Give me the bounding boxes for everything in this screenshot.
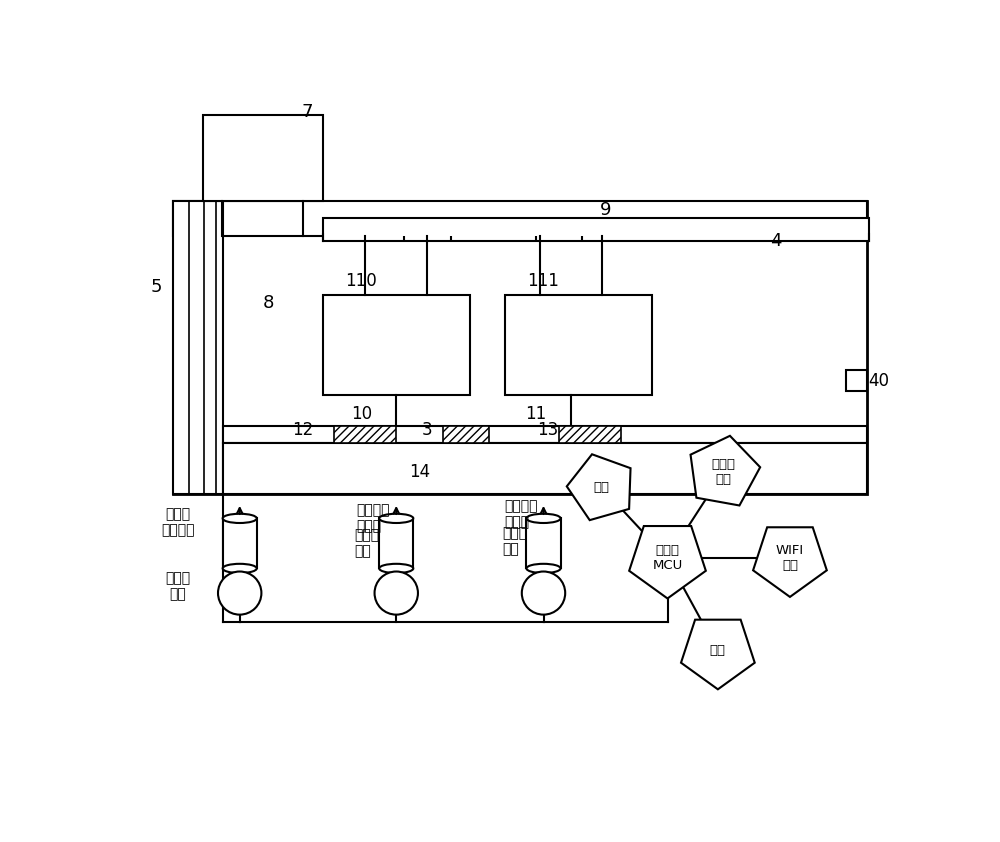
Bar: [559, 426, 621, 443]
Polygon shape: [681, 620, 755, 690]
Text: 第三红外
传感器: 第三红外 传感器: [505, 499, 538, 530]
Text: 5: 5: [150, 279, 162, 296]
Bar: [223, 519, 257, 568]
Text: 111: 111: [528, 272, 559, 290]
Text: 13: 13: [537, 421, 558, 439]
Text: 9: 9: [600, 201, 611, 220]
Text: 10: 10: [351, 406, 372, 424]
Polygon shape: [629, 526, 706, 599]
Text: 40: 40: [868, 371, 889, 390]
Text: 第二红外
传感器: 第二红外 传感器: [356, 504, 389, 534]
Circle shape: [375, 572, 418, 615]
Ellipse shape: [379, 564, 413, 573]
Ellipse shape: [223, 564, 257, 573]
Bar: [173, 201, 223, 493]
Circle shape: [218, 572, 261, 615]
Ellipse shape: [379, 514, 413, 523]
Bar: [202, 115, 323, 201]
Text: 第一红
外传感器: 第一红 外传感器: [161, 507, 194, 537]
Text: 11: 11: [525, 406, 546, 424]
Text: 7: 7: [301, 103, 313, 120]
Polygon shape: [753, 527, 827, 597]
Bar: [323, 295, 470, 395]
Bar: [223, 443, 867, 493]
Text: 8: 8: [263, 294, 274, 312]
Polygon shape: [691, 436, 760, 505]
Text: 模量转
换器: 模量转 换器: [502, 526, 528, 557]
Text: WIFI
通讯: WIFI 通讯: [776, 545, 804, 573]
Bar: [334, 426, 396, 443]
Bar: [173, 201, 867, 493]
Text: 4: 4: [770, 232, 782, 250]
Bar: [443, 426, 489, 443]
Text: 模量转
换器: 模量转 换器: [354, 528, 380, 558]
Bar: [526, 519, 561, 568]
Text: 模量转
换器: 模量转 换器: [165, 571, 190, 601]
Polygon shape: [567, 455, 631, 520]
Text: 3: 3: [422, 421, 433, 439]
Bar: [846, 370, 867, 392]
Text: 110: 110: [346, 272, 377, 290]
Ellipse shape: [223, 514, 257, 523]
Bar: [223, 426, 867, 443]
Text: 电池: 电池: [710, 644, 726, 658]
Bar: [505, 295, 652, 395]
Bar: [323, 218, 869, 241]
Text: 14: 14: [409, 463, 430, 481]
Bar: [173, 201, 867, 236]
Circle shape: [522, 572, 565, 615]
Ellipse shape: [526, 564, 561, 573]
Text: 键盘: 键盘: [594, 481, 610, 494]
Text: 处理器
MCU: 处理器 MCU: [652, 545, 683, 573]
Text: 12: 12: [293, 421, 314, 439]
Text: 液晶显
示器: 液晶显 示器: [711, 458, 735, 486]
Ellipse shape: [526, 514, 561, 523]
Bar: [379, 519, 413, 568]
